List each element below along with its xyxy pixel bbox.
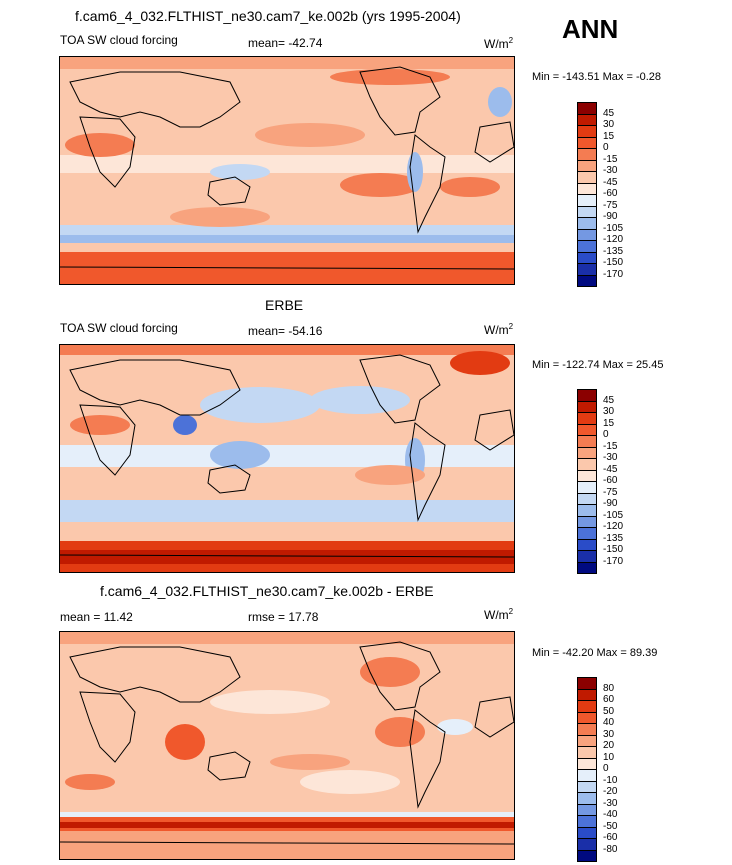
colorbar-tick-label: 0 [603, 142, 609, 153]
colorbar-tick-label: -10 [603, 774, 618, 786]
colorbar-tick-label: 15 [603, 130, 615, 142]
colorbar-tick-label: 60 [603, 694, 615, 705]
colorbar-tick-label: -30 [603, 452, 618, 463]
panel-3-mean-label: mean = 11.42 [60, 610, 133, 624]
colorbar-tick-label: 15 [603, 417, 615, 429]
colorbar-tick-label: -135 [603, 532, 624, 544]
colorbar-swatch [577, 274, 597, 287]
panel-3-units: W/m2 [484, 607, 514, 622]
colorbar-tick-label: 30 [603, 119, 615, 130]
colorbar-tick-label: -80 [603, 843, 618, 855]
panel-2-mean-label: mean= -54.16 [248, 324, 323, 338]
panel-1-mean-label: mean= -42.74 [248, 36, 323, 50]
colorbar-tick-label: 0 [603, 763, 609, 774]
colorbar-tick-label: -120 [603, 521, 624, 532]
panel-1-map [59, 56, 515, 285]
colorbar-tick-label: -75 [603, 199, 618, 211]
colorbar-tick-label: -45 [603, 463, 618, 475]
colorbar-swatch [577, 849, 597, 862]
panel-1-minmax: Min = -143.51 Max = -0.28 [532, 71, 662, 83]
colorbar-tick-label: -105 [603, 222, 624, 234]
colorbar-tick-label: -150 [603, 544, 624, 555]
colorbar-tick-label: -75 [603, 486, 618, 498]
colorbar-tick-label: 0 [603, 429, 609, 440]
colorbar-tick-label: -170 [603, 268, 624, 280]
colorbar-tick-label: -150 [603, 257, 624, 268]
colorbar-tick-label: -170 [603, 555, 624, 567]
colorbar-tick-label: -50 [603, 820, 618, 832]
colorbar-tick-label: 45 [603, 107, 615, 119]
colorbar-tick-label: 50 [603, 705, 615, 717]
colorbar-tick-label: -15 [603, 440, 618, 452]
colorbar-tick-label: -60 [603, 475, 618, 486]
colorbar-tick-label: -120 [603, 234, 624, 245]
colorbar-tick-label: -90 [603, 211, 618, 222]
panel-2-map [59, 344, 515, 573]
panel-1-variable-label: TOA SW cloud forcing [60, 33, 178, 47]
panel-3-rmse-label: rmse = 17.78 [248, 610, 319, 624]
colorbar-tick-label: 20 [603, 740, 615, 751]
colorbar-tick-label: 30 [603, 406, 615, 417]
panel-2-units: W/m2 [484, 322, 514, 337]
colorbar-tick-label: -40 [603, 809, 618, 820]
colorbar-tick-label: -105 [603, 509, 624, 521]
colorbar-tick-label: 40 [603, 717, 615, 728]
colorbar-tick-label: -45 [603, 176, 618, 188]
panel-1-units: W/m2 [484, 36, 514, 51]
season-label: ANN [562, 14, 619, 44]
colorbar-tick-label: -135 [603, 245, 624, 257]
panel-3-map [59, 631, 515, 860]
colorbar-tick-label: -60 [603, 832, 618, 843]
panel-2-variable-label: TOA SW cloud forcing [60, 321, 178, 335]
panel-3-minmax: Min = -42.20 Max = 89.39 [532, 647, 658, 659]
colorbar-tick-label: 80 [603, 682, 615, 694]
colorbar-tick-label: 30 [603, 728, 615, 740]
colorbar-tick-label: -30 [603, 165, 618, 176]
colorbar-tick-label: -30 [603, 797, 618, 809]
panel-1-title: f.cam6_4_032.FLTHIST_ne30.cam7_ke.002b (… [75, 8, 461, 24]
colorbar-tick-label: 10 [603, 751, 615, 763]
panel-3-title: f.cam6_4_032.FLTHIST_ne30.cam7_ke.002b -… [100, 583, 434, 599]
colorbar-swatch [577, 561, 597, 574]
colorbar-tick-label: 45 [603, 394, 615, 406]
colorbar-tick-label: -20 [603, 786, 618, 797]
colorbar-tick-label: -90 [603, 498, 618, 509]
colorbar-tick-label: -15 [603, 153, 618, 165]
panel-2-title: ERBE [265, 297, 304, 313]
panel-2-minmax: Min = -122.74 Max = 25.45 [532, 359, 664, 371]
colorbar-tick-label: -60 [603, 188, 618, 199]
